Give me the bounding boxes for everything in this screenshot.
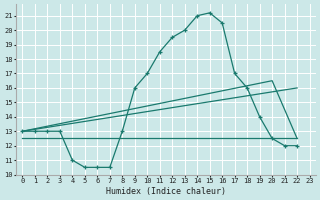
X-axis label: Humidex (Indice chaleur): Humidex (Indice chaleur) xyxy=(106,187,226,196)
